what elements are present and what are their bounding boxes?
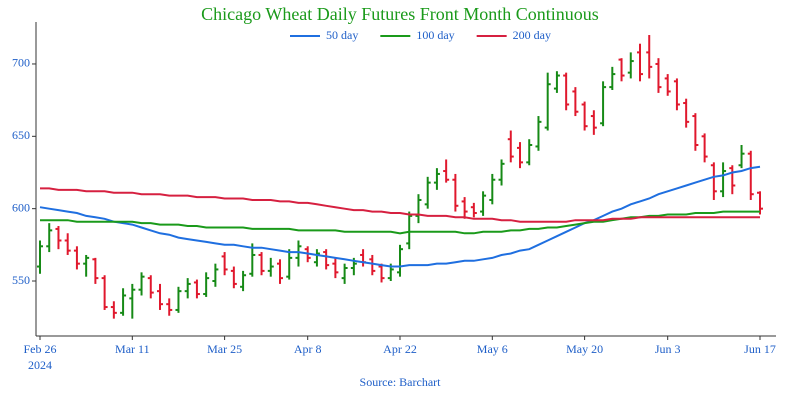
y-tick-label: 700 (12, 56, 30, 70)
source-note: Source: Barchart (360, 375, 442, 389)
x-tick-label: Apr 8 (294, 342, 322, 356)
y-tick-label: 650 (12, 128, 30, 142)
y-tick-label: 550 (12, 273, 30, 287)
x-tick-label: Jun 17 (744, 342, 776, 356)
legend-label: 100 day (416, 28, 454, 42)
x-tick-label: Apr 22 (383, 342, 417, 356)
chart-title: Chicago Wheat Daily Futures Front Month … (201, 4, 599, 24)
x-tick-label: May 20 (566, 342, 603, 356)
x-tick-label: May 6 (477, 342, 508, 356)
y-tick-label: 600 (12, 200, 30, 214)
x-tick-label: Feb 26 2024 (24, 342, 57, 372)
ma-line (39, 165, 761, 268)
ma-line (40, 187, 760, 223)
legend-label: 50 day (326, 28, 358, 42)
x-tick-label: Mar 25 (207, 342, 242, 356)
legend-label: 200 day (513, 28, 551, 42)
x-tick-label: Mar 11 (115, 342, 150, 356)
x-tick-label: Jun 3 (655, 342, 681, 356)
